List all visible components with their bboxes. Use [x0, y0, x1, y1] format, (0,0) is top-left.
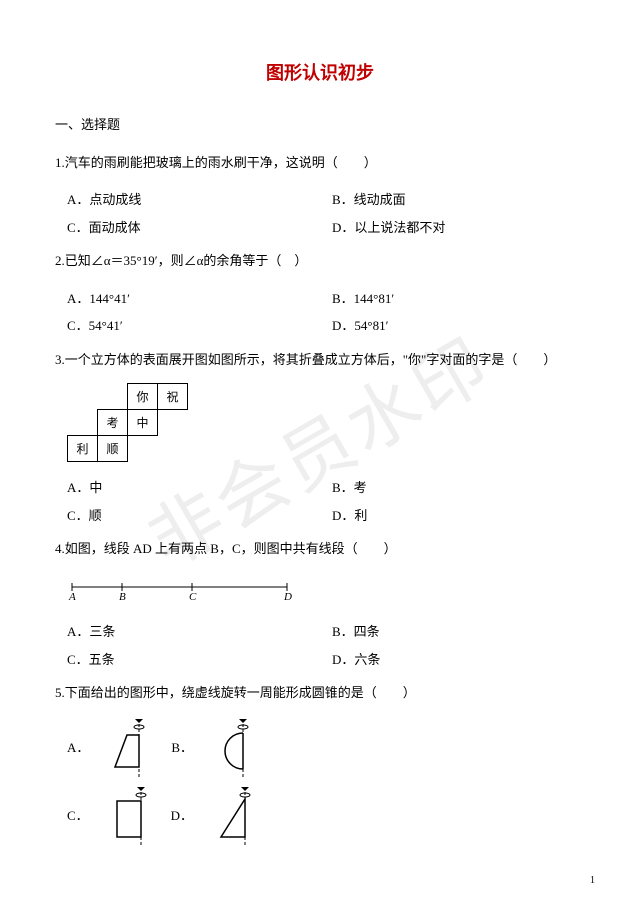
point-label-c: C: [189, 591, 197, 601]
q3-option-d: D．利: [320, 502, 585, 530]
point-label-a: A: [68, 591, 76, 601]
q3-option-b: B．考: [320, 474, 585, 502]
shape-b-semicircle-icon: [211, 717, 261, 779]
q1-option-b: B．线动成面: [320, 186, 585, 214]
net-cell: 顺: [98, 436, 128, 462]
q1-option-d: D．以上说法都不对: [320, 214, 585, 242]
shape-a-trapezoid-icon: [107, 717, 157, 779]
line-segment-figure: A B C D: [67, 573, 585, 607]
q2-option-a: A．144°41′: [55, 285, 320, 313]
shape-d-triangle-icon: [211, 785, 261, 847]
q4-option-b: B．四条: [320, 618, 585, 646]
q4-option-d: D．六条: [320, 646, 585, 674]
question-2-stem: 2.已知∠α＝35°19′，则∠α的余角等于（ ）: [55, 251, 585, 271]
net-cell: 你: [128, 384, 158, 410]
q3-option-a: A．中: [55, 474, 320, 502]
point-label-b: B: [119, 591, 126, 601]
q2-option-c: C．54°41′: [55, 312, 320, 340]
page-number: 1: [590, 873, 595, 888]
net-cell: 利: [68, 436, 98, 462]
section-heading: 一、选择题: [55, 115, 585, 135]
question-4-stem: 4.如图，线段 AD 上有两点 B，C，则图中共有线段（ ）: [55, 539, 585, 559]
point-label-d: D: [283, 591, 292, 601]
q2-option-d: D．54°81′: [320, 312, 585, 340]
q1-option-c: C．面动成体: [55, 214, 320, 242]
question-1-stem: 1.汽车的雨刷能把玻璃上的雨水刷干净，这说明（ ）: [55, 153, 585, 173]
shape-c-rectangle-icon: [107, 785, 157, 847]
cube-net-figure: 你祝 考中 利顺: [67, 383, 585, 462]
question-3-stem: 3.一个立方体的表面展开图如图所示，将其折叠成立方体后，"你"字对面的字是（ ）: [55, 350, 585, 370]
q2-option-b: B．144°81′: [320, 285, 585, 313]
net-cell: 中: [128, 410, 158, 436]
net-cell: 祝: [158, 384, 188, 410]
q1-option-a: A．点动成线: [55, 186, 320, 214]
net-cell: 考: [98, 410, 128, 436]
q3-option-c: C．顺: [55, 502, 320, 530]
question-5-stem: 5.下面给出的图形中，绕虚线旋转一周能形成圆锥的是（ ）: [55, 683, 585, 703]
page-title: 图形认识初步: [55, 60, 585, 87]
q4-option-c: C．五条: [55, 646, 320, 674]
q4-option-a: A．三条: [55, 618, 320, 646]
q5-option-d-label: D．: [171, 806, 193, 826]
q5-option-a-label: A．: [67, 738, 89, 758]
q5-option-c-label: C．: [67, 806, 89, 826]
q5-option-b-label: B．: [171, 738, 193, 758]
